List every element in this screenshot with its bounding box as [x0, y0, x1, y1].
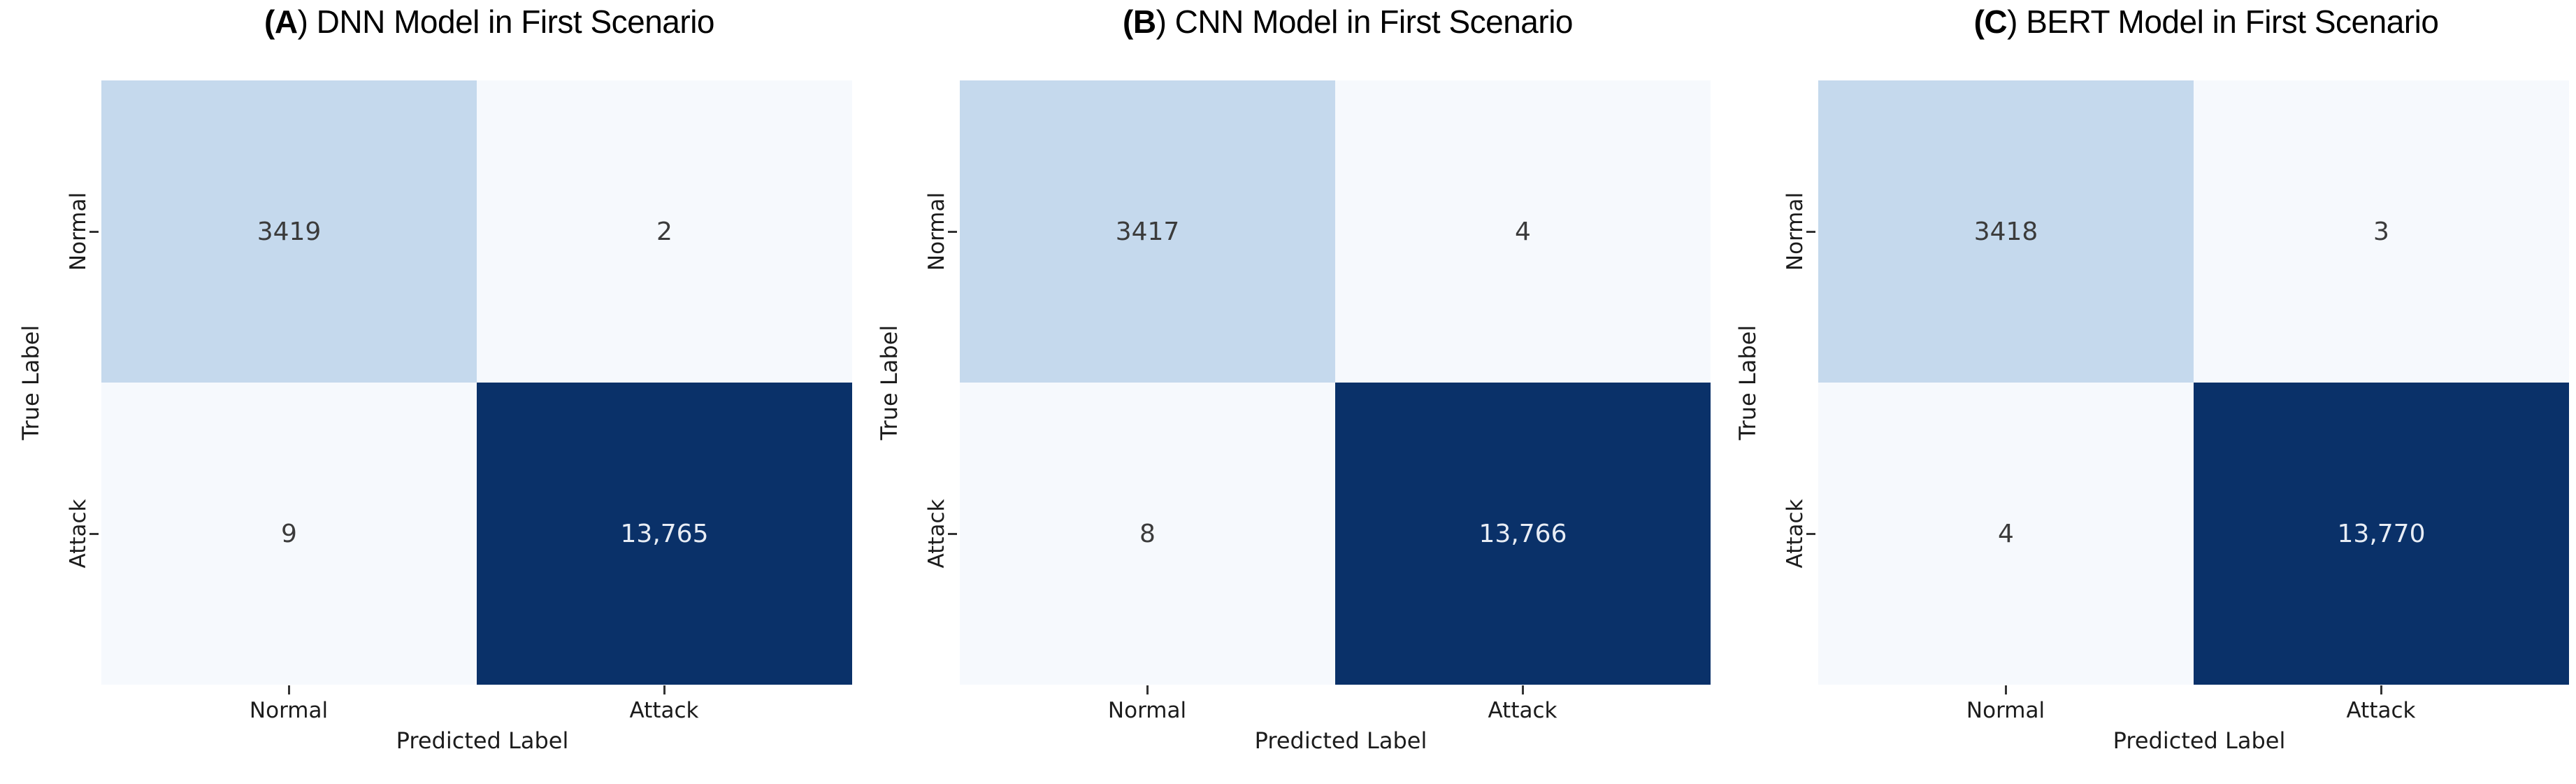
y-tick-mark [1806, 533, 1815, 535]
x-tick-label-attack: Attack [629, 698, 699, 723]
confusion-matrix-cnn: 3417 4 8 13,766 [960, 80, 1711, 685]
matrix-cell-true-normal-pred-attack: 3 [2194, 80, 2569, 383]
panel-letter: C [1984, 3, 2008, 40]
panel-title-text: ) BERT Model in First Scenario [2007, 3, 2439, 40]
matrix-cell-true-attack-pred-normal: 4 [1818, 383, 2194, 685]
y-tick-label-attack: Attack [1783, 499, 1808, 569]
x-tick-label-normal: Normal [1966, 698, 2045, 723]
panel-letter: B [1132, 3, 1156, 40]
y-tick-mark [89, 533, 99, 535]
x-tick-label-attack: Attack [1488, 698, 1557, 723]
y-tick-label-attack: Attack [66, 499, 91, 569]
matrix-cell-true-normal-pred-normal: 3418 [1818, 80, 2194, 383]
matrix-cell-true-attack-pred-attack: 13,766 [1335, 383, 1711, 685]
cell-value: 2 [656, 217, 672, 246]
panel-cnn: (B) CNN Model in First Scenario True Lab… [858, 0, 1717, 784]
y-tick-mark [89, 231, 99, 233]
panel-title-open-paren: ( [1973, 3, 1985, 40]
matrix-cell-true-attack-pred-attack: 13,765 [477, 383, 852, 685]
cell-value: 4 [1998, 519, 2014, 548]
matrix-cell-true-normal-pred-normal: 3419 [101, 80, 477, 383]
y-tick-mark [948, 533, 957, 535]
panel-title-dnn: (A) DNN Model in First Scenario [264, 3, 715, 41]
confusion-matrix-dnn: 3419 2 9 13,765 [101, 80, 852, 685]
x-tick-mark [663, 685, 665, 694]
panel-dnn: (A) DNN Model in First Scenario True Lab… [0, 0, 858, 784]
cell-value: 13,766 [1478, 519, 1567, 548]
matrix-cell-true-normal-pred-attack: 4 [1335, 80, 1711, 383]
x-tick-mark [1146, 685, 1149, 694]
x-axis-title: Predicted Label [1254, 727, 1427, 754]
cell-value: 3419 [257, 217, 322, 246]
panel-title-text: ) DNN Model in First Scenario [297, 3, 715, 40]
panel-title-open-paren: ( [1123, 3, 1133, 40]
matrix-cell-true-attack-pred-normal: 9 [101, 383, 477, 685]
cell-value: 8 [1139, 519, 1156, 548]
x-tick-label-normal: Normal [249, 698, 329, 723]
panel-title-cnn: (B) CNN Model in First Scenario [1123, 3, 1574, 41]
matrix-cell-true-attack-pred-normal: 8 [960, 383, 1335, 685]
x-tick-mark [288, 685, 290, 694]
panel-letter: A [274, 3, 298, 40]
y-tick-mark [948, 231, 957, 233]
cell-value: 3418 [1973, 217, 2038, 246]
cell-value: 3417 [1115, 217, 1180, 246]
panel-bert: (C) BERT Model in First Scenario True La… [1717, 0, 2575, 784]
y-tick-label-normal: Normal [66, 192, 91, 271]
x-tick-mark [2380, 685, 2382, 694]
panel-title-text: ) CNN Model in First Scenario [1156, 3, 1574, 40]
x-axis-title: Predicted Label [396, 727, 569, 754]
y-axis-title: True Label [876, 325, 902, 441]
panel-title-open-paren: ( [264, 3, 275, 40]
confusion-matrix-bert: 3418 3 4 13,770 [1818, 80, 2569, 685]
y-axis-title: True Label [1734, 325, 1761, 441]
y-tick-label-normal: Normal [924, 192, 949, 271]
x-tick-mark [1522, 685, 1524, 694]
cell-value: 9 [281, 519, 297, 548]
cell-value: 4 [1515, 217, 1531, 246]
y-tick-label-attack: Attack [924, 499, 949, 569]
y-tick-label-normal: Normal [1783, 192, 1808, 271]
cell-value: 13,770 [2337, 519, 2426, 548]
x-tick-label-normal: Normal [1107, 698, 1187, 723]
x-axis-title: Predicted Label [2113, 727, 2286, 754]
y-axis-title: True Label [17, 325, 44, 441]
matrix-cell-true-normal-pred-normal: 3417 [960, 80, 1335, 383]
matrix-cell-true-attack-pred-attack: 13,770 [2194, 383, 2569, 685]
y-tick-mark [1806, 231, 1815, 233]
panel-title-bert: (C) BERT Model in First Scenario [1974, 3, 2439, 41]
x-tick-label-attack: Attack [2346, 698, 2416, 723]
cell-value: 13,765 [620, 519, 709, 548]
matrix-cell-true-normal-pred-attack: 2 [477, 80, 852, 383]
cell-value: 3 [2373, 217, 2389, 246]
x-tick-mark [2005, 685, 2007, 694]
